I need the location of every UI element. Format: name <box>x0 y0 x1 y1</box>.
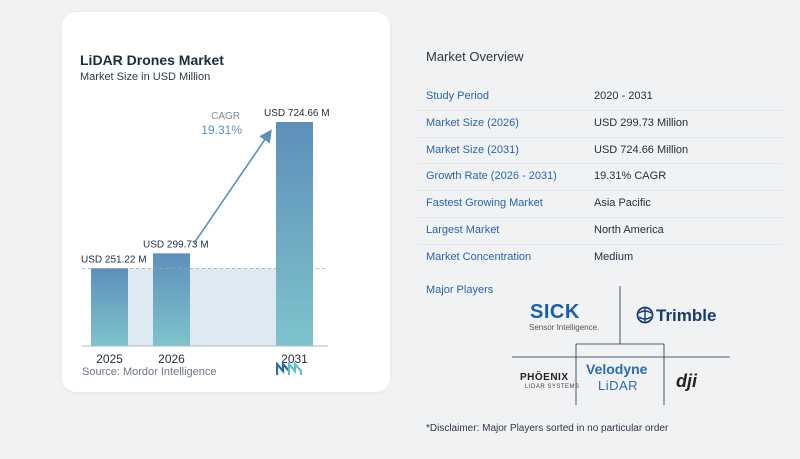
overview-table: Study Period 2020 - 2031 Market Size (20… <box>418 84 782 272</box>
velodyne-logo-tagline: LiDAR <box>598 378 639 393</box>
cagr-arrow <box>193 129 272 244</box>
data-label-2031: USD 724.66 M <box>264 108 330 119</box>
x-tick-label-2025: 2025 <box>96 352 123 366</box>
chart-card: USD 251.22 M USD 299.73 M USD 724.66 M 2025… <box>62 12 390 392</box>
sick-logo-tagline: Sensor Intelligence. <box>529 323 600 332</box>
trimble-globe-icon <box>636 306 654 324</box>
bar-2031 <box>276 122 313 346</box>
disclaimer-text: *Disclaimer: Major Players sorted in no … <box>426 423 669 434</box>
overview-title: Market Overview <box>426 49 524 64</box>
dji-logo: dji <box>676 371 697 391</box>
cagr-value: 19.31% <box>201 123 242 137</box>
phoenix-lidar-logo-tagline: LIDAR SYSTEMS <box>525 384 580 390</box>
overview-row-label: Growth Rate (2026 - 2031) <box>426 170 557 183</box>
overview-row-label: Study Period <box>426 90 489 102</box>
overview-row-value: 2020 - 2031 <box>594 90 653 102</box>
overview-row: Market Size (2026) USD 299.73 Million <box>418 111 782 138</box>
overview-row-value: Asia Pacific <box>594 197 651 210</box>
overview-row: Study Period 2020 - 2031 <box>418 84 782 111</box>
overview-row: Market Concentration Medium <box>418 245 782 272</box>
market-overview-panel: Market Overview Study Period 2020 - 2031… <box>418 0 800 459</box>
overview-row-label: Fastest Growing Market <box>426 197 543 210</box>
data-label-2026: USD 299.73 M <box>143 239 209 250</box>
bar-2026 <box>153 253 190 346</box>
source-text: Source: Mordor Intelligence <box>82 366 217 378</box>
overview-row-label: Market Size (2026) <box>426 116 519 129</box>
bar-chart: USD 251.22 M USD 299.73 M USD 724.66 M 2025… <box>81 108 330 366</box>
mordor-logo-icon <box>276 362 302 375</box>
data-label-2025: USD 251.22 M <box>81 254 147 265</box>
trimble-logo: Trimble <box>656 306 717 325</box>
overview-row: Growth Rate (2026 - 2031) 19.31% CAGR <box>418 164 782 192</box>
overview-row-value: USD 299.73 Million <box>594 116 689 129</box>
sick-logo: SICK <box>530 301 580 323</box>
overview-row-label: Largest Market <box>426 223 500 236</box>
overview-row-label: Market Concentration <box>426 250 532 263</box>
overview-row-value: Medium <box>594 250 634 263</box>
overview-row-value: North America <box>594 223 664 236</box>
cagr-label: CAGR <box>211 111 240 122</box>
bar-2025 <box>91 268 128 346</box>
overview-row: Market Size (2031) USD 724.66 Million <box>418 138 782 165</box>
overview-row: Fastest Growing Market Asia Pacific <box>418 191 782 218</box>
major-players-label: Major Players <box>426 284 494 296</box>
overview-row-value: USD 724.66 Million <box>594 143 689 156</box>
phoenix-lidar-logo: PHÖENIX <box>520 372 569 383</box>
overview-row-value: 19.31% CAGR <box>594 170 667 183</box>
chart-subtitle: Market Size in USD Million <box>80 71 211 83</box>
overview-row-label: Market Size (2031) <box>426 143 519 156</box>
x-tick-label-2026: 2026 <box>158 352 185 366</box>
players-grid-lines <box>512 286 730 405</box>
overview-row: Largest Market North America <box>418 218 782 245</box>
chart-title: LiDAR Drones Market <box>80 52 224 68</box>
velodyne-logo: Velodyne <box>586 361 648 377</box>
